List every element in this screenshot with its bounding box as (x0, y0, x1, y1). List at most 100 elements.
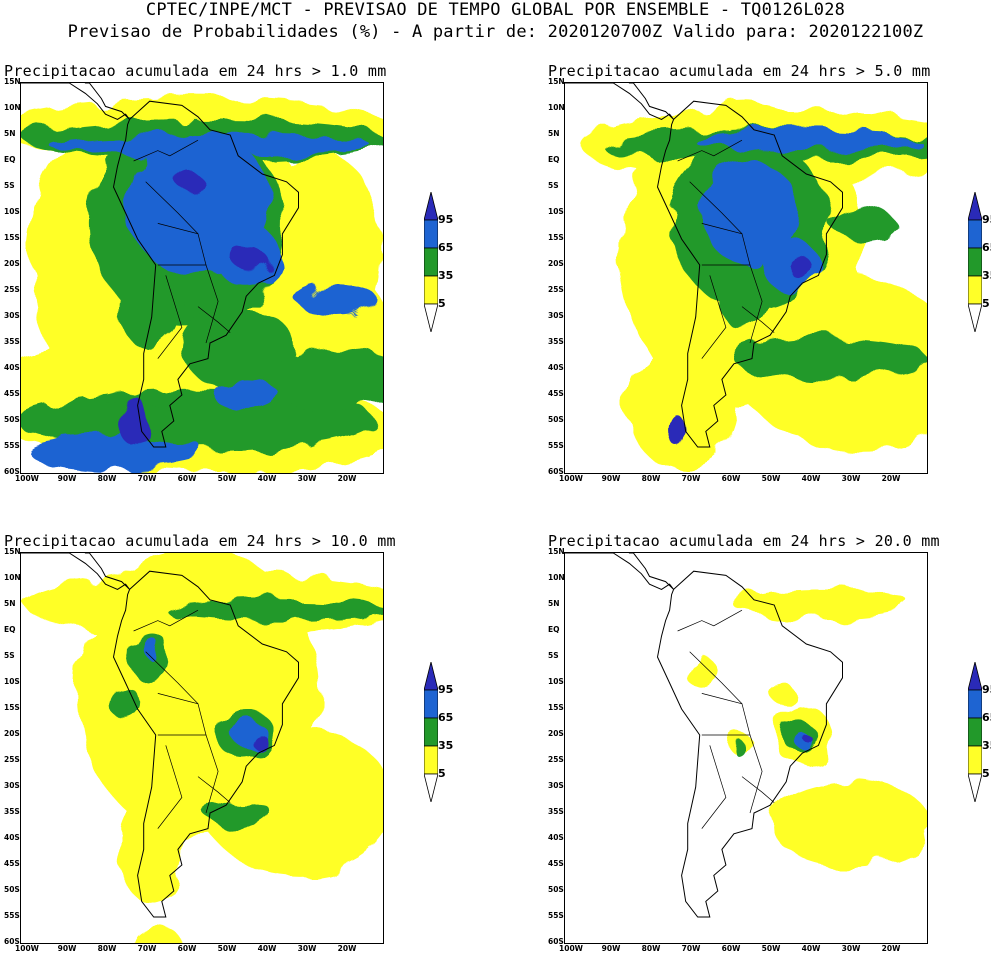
colorbar-segment (968, 247, 982, 277)
map-svg (565, 553, 927, 918)
latitude-label: 35S (4, 807, 20, 816)
country-border (677, 139, 743, 162)
latitude-label: 35S (4, 337, 20, 346)
latitude-label: EQ (4, 625, 16, 634)
latitude-label: 10N (548, 573, 565, 582)
colorbar-segment (968, 717, 982, 747)
latitude-label: 25S (4, 285, 20, 294)
map-panel: Precipitacao acumulada em 24 hrs > 1.0 m… (4, 62, 464, 483)
latitude-label: 15N (4, 547, 21, 556)
latitude-label: EQ (4, 155, 16, 164)
country-border (741, 306, 775, 333)
latitude-label: 5N (548, 599, 560, 608)
probability-region-p35_65 (181, 306, 295, 390)
colorbar-label: 35 (438, 739, 454, 752)
probability-region-above95 (121, 395, 146, 447)
probability-region-p65_95 (701, 161, 799, 265)
probability-region-p35_65 (733, 337, 927, 380)
map-panel: Precipitacao acumulada em 24 hrs > 5.0 m… (548, 62, 991, 483)
map-panel: Precipitacao acumulada em 24 hrs > 20.0 … (548, 532, 991, 953)
colorbar: 95 65 35 5 (424, 662, 464, 802)
colorbar-segment (968, 192, 982, 221)
latitude-label: 40S (548, 833, 564, 842)
probability-region-p5_35 (133, 927, 182, 943)
south-america-coastline (656, 100, 843, 448)
colorbar-segment (968, 745, 982, 775)
panel-title: Precipitacao acumulada em 24 hrs > 20.0 … (548, 532, 940, 550)
country-border (701, 693, 751, 736)
probability-region-p65_95 (29, 436, 207, 468)
colorbar-label: 65 (982, 241, 991, 254)
latitude-label: 5N (548, 129, 560, 138)
longitude-label: 20W (881, 474, 901, 483)
longitude-label: 40W (801, 474, 821, 483)
latitude-label: 40S (4, 833, 20, 842)
latitude-label: 40S (548, 363, 564, 372)
longitude-label: 50W (761, 944, 781, 953)
probability-region-p5_35 (790, 389, 927, 453)
probability-map (564, 82, 928, 474)
colorbar-segment (424, 303, 438, 332)
latitude-label: 10N (548, 103, 565, 112)
longitude-label: 80W (641, 474, 661, 483)
latitude-label: 60S (548, 937, 564, 946)
longitude-label: 50W (217, 474, 237, 483)
probability-region-p5_35 (770, 683, 795, 704)
longitude-label: 60W (721, 474, 741, 483)
country-border (133, 609, 199, 632)
probability-region-p5_35 (770, 781, 927, 865)
latitude-label: 35S (548, 337, 564, 346)
latitude-label: 60S (4, 467, 20, 476)
probability-region-p35_65 (117, 265, 182, 349)
colorbar-segment (424, 275, 438, 305)
latitude-label: 50S (548, 885, 564, 894)
latitude-label: 30S (4, 781, 20, 790)
latitude-label: 45S (548, 859, 564, 868)
colorbar: 95 65 35 5 (968, 662, 991, 802)
latitude-label: 5S (548, 181, 559, 190)
header-title: CPTEC/INPE/MCT - PREVISAO DE TEMPO GLOBA… (145, 0, 846, 20)
country-border (701, 734, 763, 814)
longitude-label: 90W (601, 474, 621, 483)
country-border (157, 264, 219, 344)
probability-region-above95 (786, 254, 811, 276)
panel-title: Precipitacao acumulada em 24 hrs > 5.0 m… (548, 62, 931, 80)
longitude-label: 100W (559, 474, 583, 483)
colorbar-segment (424, 247, 438, 277)
longitude-label: 20W (337, 474, 357, 483)
colorbar-segment (424, 192, 438, 221)
central-america-coastline (565, 83, 674, 120)
probability-field (685, 589, 927, 865)
latitude-label: 15S (548, 233, 564, 242)
longitude-label: 30W (297, 944, 317, 953)
latitude-label: 5S (548, 651, 559, 660)
header-subtitle: Previsao de Probabilidades (%) - A parti… (67, 22, 924, 42)
panel-title: Precipitacao acumulada em 24 hrs > 1.0 m… (4, 62, 387, 80)
latitude-label: 10S (548, 207, 564, 216)
map-svg (565, 83, 927, 468)
country-border (677, 609, 743, 632)
latitude-label: 15N (4, 77, 21, 86)
probability-region-above95 (177, 171, 202, 193)
latitude-label: 10N (4, 103, 21, 112)
latitude-label: 10S (4, 207, 20, 216)
latitude-label: 35S (548, 807, 564, 816)
probability-map (564, 552, 928, 944)
colorbar-segment (968, 275, 982, 305)
colorbar-label: 5 (438, 767, 446, 780)
longitude-label: 70W (681, 944, 701, 953)
longitude-label: 20W (337, 944, 357, 953)
latitude-label: 55S (548, 441, 564, 450)
probability-region-p65_95 (214, 379, 279, 411)
colorbar-segment (968, 662, 982, 691)
probability-field (581, 98, 927, 468)
probability-region-above95 (802, 733, 811, 742)
latitude-label: EQ (548, 625, 560, 634)
latitude-label: 20S (4, 729, 20, 738)
central-america-coastline (21, 83, 130, 120)
longitude-label: 30W (297, 474, 317, 483)
latitude-label: EQ (548, 155, 560, 164)
latitude-label: 60S (4, 937, 20, 946)
latitude-label: 45S (4, 859, 20, 868)
colorbar-segment (424, 689, 438, 719)
